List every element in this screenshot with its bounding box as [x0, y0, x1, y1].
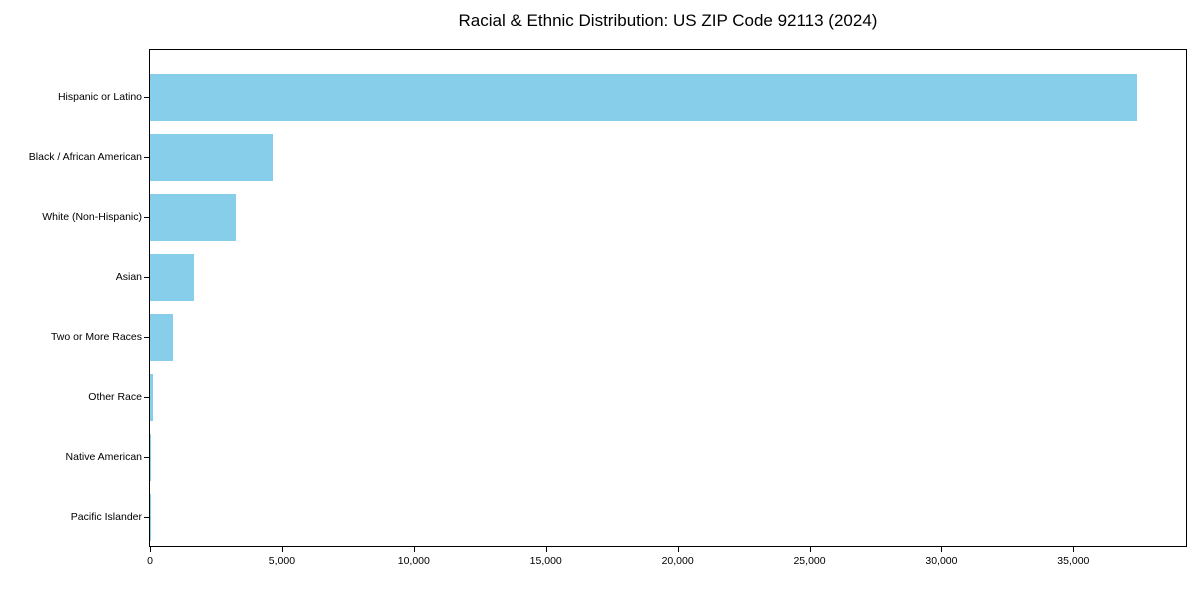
y-tick-label: Pacific Islander [70, 510, 142, 523]
y-tick-mark [144, 397, 149, 398]
x-tick-mark [545, 547, 547, 552]
bar-row [150, 128, 1186, 188]
bar-row [150, 308, 1186, 368]
y-tick-label: Other Race [88, 390, 142, 403]
x-tick-mark [809, 547, 811, 552]
y-tick-label: Two or More Races [50, 330, 142, 343]
y-tick-mark [144, 277, 149, 278]
y-tick-mark [144, 157, 149, 158]
bar-white-non-hispanic [150, 194, 236, 241]
x-tick-label: 10,000 [397, 555, 430, 567]
x-tick-mark [150, 547, 151, 552]
bar-row [150, 248, 1186, 308]
x-tick-label: 0 [147, 555, 153, 567]
y-tick-mark [144, 517, 149, 518]
chart-title: Racial & Ethnic Distribution: US ZIP Cod… [458, 11, 878, 30]
x-tick-label: 25,000 [793, 555, 826, 567]
y-tick-mark [144, 337, 149, 338]
bar-row [150, 368, 1186, 428]
x-tick-mark [413, 547, 415, 552]
y-tick-label: Black / African American [28, 150, 142, 163]
y-tick-label: White (Non-Hispanic) [42, 210, 142, 223]
bar-row [150, 428, 1186, 488]
x-tick-label: 15,000 [529, 555, 562, 567]
plot-area [149, 49, 1187, 547]
x-tick-mark [941, 547, 943, 552]
x-tick-mark [281, 547, 283, 552]
y-tick-label: Asian [115, 270, 142, 283]
y-tick-label: Hispanic or Latino [57, 90, 142, 103]
x-tick-label: 30,000 [925, 555, 958, 567]
y-tick-mark [144, 217, 149, 218]
y-tick-mark [144, 97, 149, 98]
x-tick-mark [1073, 547, 1075, 552]
bar-other-race [150, 374, 154, 421]
bar-row [150, 488, 1186, 548]
bar-two-or-more-races [150, 314, 173, 361]
x-tick-label: 5,000 [268, 555, 296, 567]
y-tick-label: Native American [65, 450, 142, 463]
x-tick-label: 35,000 [1057, 555, 1090, 567]
bar-hispanic-or-latino [150, 74, 1137, 121]
bar-row [150, 188, 1186, 248]
bar-native-american [150, 434, 151, 481]
bar-black-african-american [150, 134, 274, 181]
y-tick-mark [144, 457, 149, 458]
bar-asian [150, 254, 195, 301]
x-tick-mark [677, 547, 679, 552]
x-tick-label: 20,000 [661, 555, 694, 567]
bar-row [150, 68, 1186, 128]
